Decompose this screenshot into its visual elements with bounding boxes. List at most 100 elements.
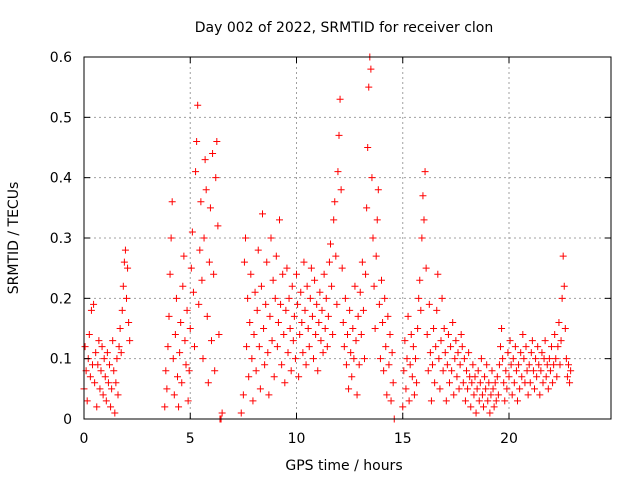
data-point xyxy=(559,252,567,260)
data-point xyxy=(100,355,108,363)
data-point xyxy=(90,300,98,308)
data-point xyxy=(474,367,482,375)
data-point xyxy=(194,101,202,109)
data-point xyxy=(186,325,194,332)
data-point xyxy=(480,403,487,411)
data-point xyxy=(330,216,338,224)
data-point xyxy=(169,355,177,363)
data-point xyxy=(439,367,447,375)
data-point xyxy=(478,391,486,399)
data-point xyxy=(417,306,425,314)
data-point xyxy=(502,367,510,375)
data-point xyxy=(452,337,460,345)
data-point xyxy=(340,343,348,351)
data-point xyxy=(339,318,347,326)
data-point xyxy=(203,312,211,320)
data-point xyxy=(389,379,397,387)
data-point xyxy=(359,306,367,314)
data-point xyxy=(205,258,213,266)
data-point xyxy=(433,306,441,314)
data-point xyxy=(460,355,468,363)
data-point xyxy=(546,367,554,375)
data-point xyxy=(415,294,423,302)
data-point xyxy=(490,403,498,411)
data-point xyxy=(424,367,432,375)
data-point xyxy=(448,367,456,375)
x-tick-label: 0 xyxy=(80,431,89,447)
data-point xyxy=(312,331,320,339)
data-point xyxy=(505,373,513,381)
data-point xyxy=(486,409,494,417)
data-point xyxy=(372,252,380,260)
data-point xyxy=(473,385,481,393)
data-point xyxy=(370,282,378,290)
data-point xyxy=(459,379,467,387)
data-point xyxy=(469,361,477,369)
data-point xyxy=(382,343,390,351)
data-point xyxy=(120,258,128,266)
y-tick-label: 0.2 xyxy=(50,291,72,307)
data-point xyxy=(307,264,315,272)
data-points xyxy=(80,53,575,423)
data-point xyxy=(204,379,212,387)
data-point xyxy=(282,306,290,314)
data-point xyxy=(383,391,391,399)
data-point xyxy=(465,349,473,357)
data-point xyxy=(116,325,124,332)
data-point xyxy=(450,391,458,399)
data-point xyxy=(114,391,122,399)
data-point xyxy=(338,264,346,272)
data-point xyxy=(211,367,219,375)
data-point xyxy=(95,337,103,345)
data-point xyxy=(405,397,413,405)
data-point xyxy=(526,379,534,387)
data-point xyxy=(255,343,263,351)
data-point xyxy=(537,367,545,375)
data-point xyxy=(174,373,181,381)
data-point xyxy=(92,349,100,357)
data-point xyxy=(246,318,254,326)
data-point xyxy=(210,270,218,278)
data-point xyxy=(317,337,325,345)
data-point xyxy=(107,403,115,411)
data-point xyxy=(291,355,299,363)
data-point xyxy=(506,337,514,345)
data-point xyxy=(499,355,507,363)
data-point xyxy=(176,349,184,357)
data-point xyxy=(381,294,389,302)
data-point xyxy=(272,252,280,260)
data-point xyxy=(183,306,191,314)
data-point xyxy=(354,312,362,320)
data-point xyxy=(109,337,117,345)
data-point xyxy=(321,325,329,332)
data-point xyxy=(93,403,101,411)
data-point xyxy=(438,294,446,302)
data-point xyxy=(533,373,541,381)
data-point xyxy=(318,306,326,314)
data-point xyxy=(302,361,310,369)
data-point xyxy=(276,216,283,224)
data-point xyxy=(431,379,439,387)
data-point xyxy=(528,337,536,345)
data-point xyxy=(457,331,465,339)
data-point xyxy=(212,174,220,182)
data-point xyxy=(531,385,538,393)
data-point xyxy=(436,385,444,393)
data-point xyxy=(195,300,203,308)
data-point xyxy=(358,258,366,266)
data-point xyxy=(558,294,566,302)
data-point xyxy=(184,397,192,405)
data-point xyxy=(91,379,99,387)
data-point xyxy=(278,361,286,369)
data-point xyxy=(253,306,261,314)
data-point xyxy=(341,294,349,302)
data-point xyxy=(256,385,264,393)
data-point xyxy=(493,373,501,381)
data-point xyxy=(364,144,372,151)
data-point xyxy=(300,258,308,266)
data-point xyxy=(510,379,518,387)
data-point xyxy=(500,379,508,387)
data-point xyxy=(388,349,396,357)
data-point xyxy=(162,367,170,375)
data-point xyxy=(515,361,523,369)
